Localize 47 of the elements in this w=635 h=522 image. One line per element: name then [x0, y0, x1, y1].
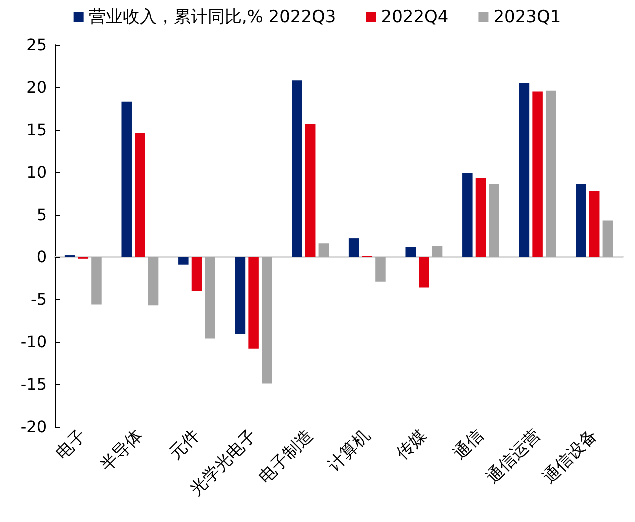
bar	[148, 257, 159, 306]
bar	[122, 102, 132, 258]
bar	[178, 257, 189, 265]
bar	[462, 173, 473, 258]
bar	[576, 184, 586, 258]
bar	[532, 92, 543, 258]
bar	[305, 124, 316, 258]
bar	[318, 244, 330, 258]
x-tick-label: 电子制造	[255, 426, 318, 488]
bar	[92, 257, 102, 305]
x-tick-label: 元件	[166, 426, 204, 464]
bar	[135, 133, 146, 258]
bar	[546, 90, 556, 258]
bar	[235, 257, 246, 334]
y-tick-label: 20	[26, 78, 47, 97]
x-tick-label: 电子	[52, 426, 90, 464]
bar	[519, 83, 530, 258]
legend-label: 营业收入，累计同比,% 2022Q3	[88, 8, 336, 28]
bar	[348, 238, 360, 258]
legend-label: 2022Q4	[381, 8, 449, 28]
bar	[419, 257, 430, 288]
bar	[406, 247, 416, 258]
x-tick-label: 传媒	[393, 426, 432, 464]
y-tick-label: 15	[26, 120, 47, 140]
bar	[292, 80, 302, 258]
bar	[432, 246, 443, 258]
legend-label: 2023Q1	[494, 8, 562, 28]
bar	[376, 257, 386, 282]
bar	[489, 184, 500, 258]
bar	[476, 178, 486, 258]
bar	[602, 220, 614, 258]
bar	[589, 191, 600, 258]
y-tick-label: -5	[31, 290, 47, 310]
x-tick-label: 通信	[450, 426, 488, 464]
x-tick-label: 半导体	[97, 426, 148, 476]
bar	[205, 257, 216, 339]
bar	[192, 257, 202, 292]
y-tick-label: 25	[26, 36, 47, 54]
y-tick-label: -10	[20, 332, 47, 352]
y-tick-label: -15	[20, 375, 47, 394]
y-tick-label: 0	[36, 248, 47, 267]
x-tick-label: 计算机	[324, 426, 374, 476]
bar	[262, 257, 272, 384]
y-tick-label: 10	[26, 162, 47, 182]
y-tick-label: -20	[20, 418, 47, 436]
bar	[248, 257, 259, 349]
y-tick-label: 5	[36, 205, 47, 224]
